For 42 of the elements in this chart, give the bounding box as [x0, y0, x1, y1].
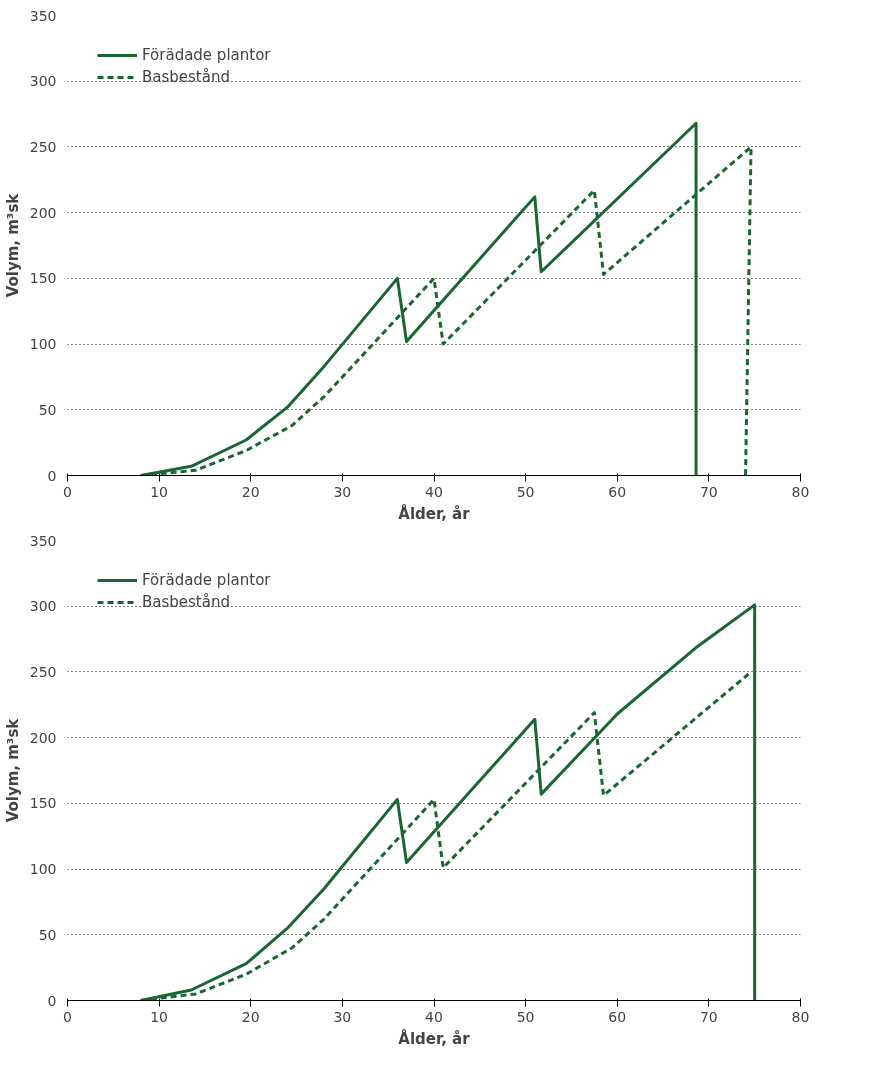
x-tick-label: 10 — [150, 1008, 169, 1025]
legend-label: Förädade plantor — [142, 46, 271, 64]
x-axis-title: Ålder, år — [398, 1028, 471, 1048]
y-tick-label: 100 — [29, 336, 57, 353]
y-tick-label: 200 — [29, 729, 57, 746]
x-tick-label: 50 — [516, 483, 535, 500]
legend-label: Basbestånd — [142, 68, 230, 86]
x-tick-label: 40 — [425, 1008, 443, 1025]
x-tick-label: 20 — [241, 1008, 260, 1025]
y-tick-label: 0 — [47, 467, 57, 484]
y-tick-label: 350 — [29, 7, 57, 24]
x-tick-label: 20 — [241, 483, 260, 500]
y-tick-label: 200 — [29, 204, 57, 221]
y-tick-label: 0 — [47, 992, 57, 1009]
y-tick-label: 100 — [29, 861, 57, 878]
x-tick-label: 80 — [791, 483, 810, 500]
x-tick-label: 80 — [791, 1008, 810, 1025]
x-tick-label: 30 — [333, 1008, 352, 1025]
x-tick-label: 0 — [63, 483, 72, 500]
legend-label: Basbestånd — [142, 593, 230, 611]
y-tick-label: 150 — [29, 795, 57, 812]
legend-label: Förädade plantor — [142, 571, 271, 589]
y-tick-label: 50 — [38, 401, 57, 418]
x-tick-label: 60 — [608, 483, 627, 500]
y-tick-label: 50 — [38, 926, 57, 943]
y-tick-label: 350 — [29, 532, 57, 549]
x-tick-label: 70 — [699, 1008, 718, 1025]
y-tick-label: 150 — [29, 270, 57, 287]
x-tick-label: 30 — [333, 483, 352, 500]
x-tick-label: 10 — [150, 483, 169, 500]
x-tick-label: 0 — [63, 1008, 72, 1025]
x-tick-label: 40 — [425, 483, 443, 500]
y-tick-label: 250 — [29, 138, 57, 155]
x-tick-label: 70 — [699, 483, 718, 500]
x-tick-label: 60 — [608, 1008, 627, 1025]
y-tick-label: 300 — [29, 598, 57, 615]
y-tick-label: 250 — [29, 663, 57, 680]
y-axis-title: Volym, m³sk — [3, 192, 22, 298]
x-tick-label: 50 — [516, 1008, 535, 1025]
y-tick-label: 300 — [29, 73, 57, 90]
y-axis-title: Volym, m³sk — [3, 717, 22, 823]
x-axis-title: Ålder, år — [398, 503, 471, 523]
